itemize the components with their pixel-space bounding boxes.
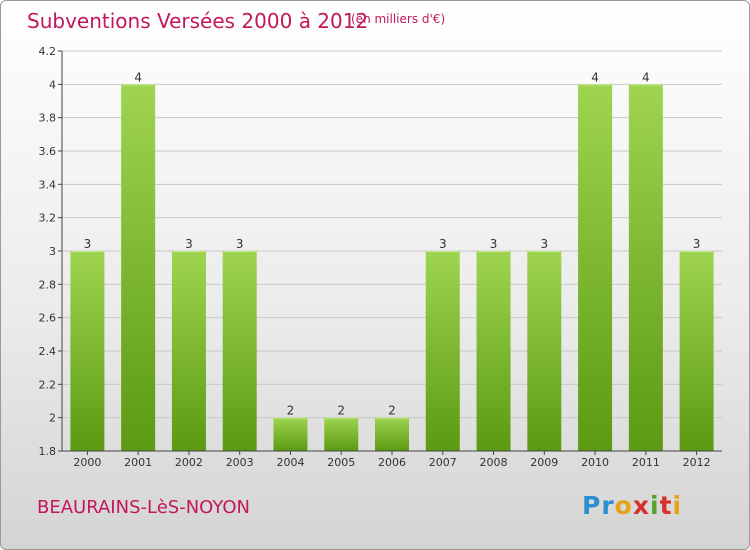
x-tick-label: 2012 [683, 456, 711, 469]
bar [476, 251, 511, 451]
x-tick-label: 2011 [632, 456, 660, 469]
proxiti-logo: Proxiti [582, 491, 682, 520]
logo-letter: x [632, 491, 650, 520]
bar-value-label: 3 [84, 237, 92, 251]
x-tick-label: 2004 [276, 456, 304, 469]
x-tick-label: 2003 [226, 456, 254, 469]
bar [70, 251, 105, 451]
y-tick-label: 3.8 [39, 112, 57, 125]
x-tick-label: 2008 [480, 456, 508, 469]
logo-letter: P [582, 491, 602, 520]
x-tick-label: 2000 [73, 456, 101, 469]
commune-name: BEAURAINS-LèS-NOYON [37, 497, 250, 518]
y-tick-label: 2.2 [39, 378, 57, 391]
x-tick-label: 2009 [530, 456, 558, 469]
bar-value-label: 3 [185, 237, 193, 251]
y-tick-label: 4 [49, 78, 56, 91]
logo-letter: t [659, 491, 673, 520]
x-tick-label: 2001 [124, 456, 152, 469]
bar-value-label: 2 [388, 404, 396, 418]
chart-title: Subventions Versées 2000 à 2012 [27, 9, 369, 33]
y-tick-label: 1.8 [39, 445, 57, 458]
y-tick-label: 4.2 [39, 45, 57, 58]
x-tick-label: 2007 [429, 456, 457, 469]
y-tick-label: 2.6 [39, 312, 57, 325]
bar [171, 251, 206, 451]
y-tick-label: 2.4 [39, 345, 57, 358]
bar [121, 84, 156, 451]
bar-value-label: 3 [693, 237, 701, 251]
bar [527, 251, 562, 451]
x-tick-label: 2002 [175, 456, 203, 469]
y-tick-label: 2 [49, 412, 56, 425]
bar-value-label: 3 [439, 237, 447, 251]
bar-value-label: 2 [287, 404, 295, 418]
chart-unit: (en milliers d'€) [351, 12, 446, 26]
bar [628, 84, 663, 451]
logo-letter: o [614, 491, 633, 520]
logo-letter: i [672, 491, 683, 520]
bar [578, 84, 613, 451]
bar-value-label: 3 [540, 237, 548, 251]
bar-value-label: 3 [236, 237, 244, 251]
bar [324, 417, 359, 451]
bar [425, 251, 460, 451]
bar-value-label: 4 [642, 70, 650, 84]
logo-letter: i [650, 491, 660, 520]
bar [375, 417, 409, 451]
logo-letter: r [601, 491, 615, 520]
bar-value-label: 3 [490, 237, 498, 251]
y-tick-label: 2.8 [39, 278, 57, 291]
y-tick-label: 3 [49, 245, 56, 258]
bar-value-label: 4 [134, 70, 142, 84]
bar-value-label: 2 [337, 404, 345, 418]
x-tick-label: 2006 [378, 456, 406, 469]
bar [222, 251, 257, 451]
y-tick-label: 3.2 [39, 212, 57, 225]
x-tick-label: 2010 [581, 456, 609, 469]
bar-value-label: 4 [591, 70, 599, 84]
bar [679, 251, 714, 451]
y-tick-label: 3.6 [39, 145, 57, 158]
bar [273, 417, 308, 451]
x-tick-label: 2005 [327, 456, 355, 469]
y-tick-label: 3.4 [39, 178, 57, 191]
